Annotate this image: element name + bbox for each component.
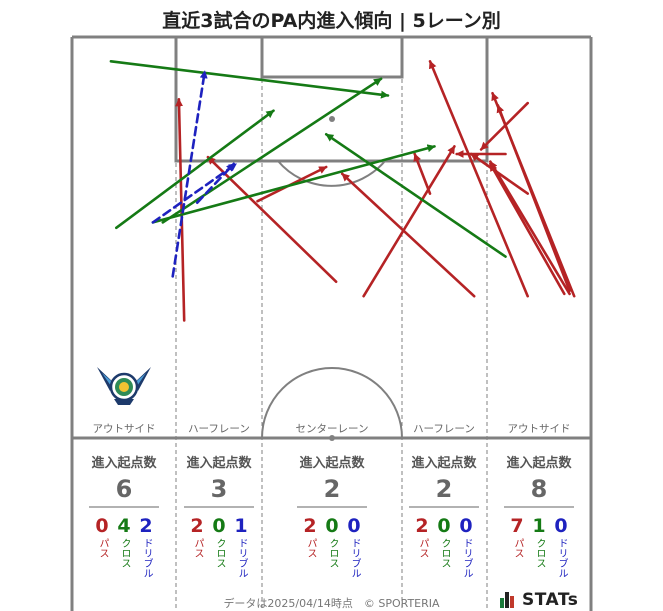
lane-stat-outside-left: 進入起点数 6 0 パス 4 クロス 2 ドリブル	[79, 452, 169, 578]
cross-count: 0	[325, 515, 339, 537]
dribble-label: ドリブル	[236, 538, 247, 578]
team-crest-icon	[97, 367, 151, 405]
pass-arrow	[428, 59, 530, 298]
entry-count: 8	[530, 475, 548, 503]
lane-dividers	[175, 37, 488, 611]
entry-breakdown: 2 パス 0 クロス 0 ドリブル	[399, 515, 489, 578]
dribble-count: 0	[347, 515, 361, 537]
pass-arrow	[479, 101, 530, 151]
cross-count: 0	[437, 515, 451, 537]
cross-label: クロス	[439, 538, 450, 568]
pass-arrow	[469, 152, 530, 195]
pitch-lines	[70, 35, 593, 611]
pass-arrow	[488, 162, 566, 296]
page-title: 直近3試合のPA内進入傾向 | 5レーン別	[162, 10, 501, 32]
dribble-label: ドリブル	[461, 538, 472, 578]
pass-arrow	[362, 145, 456, 298]
cross-arrow	[109, 59, 390, 99]
entry-count-label: 進入起点数	[506, 456, 572, 471]
dribble-label: ドリブル	[141, 538, 152, 578]
stats-logo-icon	[500, 592, 514, 608]
dribble-arrow	[171, 69, 208, 278]
cross-arrow	[324, 133, 507, 258]
dribble-label: ドリブル	[349, 538, 360, 578]
cross-label: クロス	[534, 538, 545, 568]
dribble-count: 2	[139, 515, 153, 537]
pass-count: 0	[95, 515, 109, 537]
penalty-arc	[277, 160, 386, 187]
lane-name: アウトサイド	[508, 423, 571, 435]
center-spot	[329, 435, 335, 441]
pass-arrow	[488, 160, 571, 296]
entry-breakdown: 0 パス 4 クロス 2 ドリブル	[79, 515, 169, 578]
entry-count-label: 進入起点数	[411, 456, 477, 471]
lane-stat-center: 進入起点数 2 2 パス 0 クロス 0 ドリブル	[287, 452, 377, 578]
entry-count: 6	[115, 475, 133, 503]
dribble-label: ドリブル	[556, 538, 567, 578]
dribble-count: 0	[459, 515, 473, 537]
cross-arrow	[115, 109, 275, 230]
pass-arrow	[413, 152, 432, 195]
entry-count-label: 進入起点数	[91, 456, 157, 471]
pass-arrow	[340, 172, 476, 298]
pass-label: パス	[305, 538, 316, 558]
cross-label: クロス	[214, 538, 225, 568]
entry-count-label: 進入起点数	[186, 456, 252, 471]
lane-stat-outside-right: 進入起点数 8 7 パス 1 クロス 0 ドリブル	[494, 452, 584, 578]
pass-count: 7	[510, 515, 524, 537]
footer-credit: データは2025/04/14時点 © SPORTERIA	[223, 597, 440, 610]
lane-stat-halfspace-left: 進入起点数 3 2 パス 0 クロス 1 ドリブル	[174, 452, 264, 578]
entry-breakdown: 2 パス 0 クロス 0 ドリブル	[287, 515, 377, 578]
entry-breakdown: 2 パス 0 クロス 1 ドリブル	[174, 515, 264, 578]
cross-count: 1	[532, 515, 546, 537]
entry-breakdown: 7 パス 1 クロス 0 ドリブル	[494, 515, 584, 578]
cross-label: クロス	[327, 538, 338, 568]
pass-arrow	[206, 155, 338, 284]
lane-stat-halfspace-right: 進入起点数 2 2 パス 0 クロス 0 ドリブル	[399, 452, 489, 578]
lane-name: ハーフレーン	[188, 423, 250, 435]
entry-count: 2	[323, 475, 341, 503]
penalty-spot	[329, 116, 335, 122]
brand: STATs	[500, 590, 578, 610]
pass-label: パス	[97, 538, 108, 558]
lane-name: アウトサイド	[93, 423, 156, 435]
dribble-count: 0	[554, 515, 568, 537]
goal-area	[260, 35, 404, 79]
cross-label: クロス	[119, 538, 130, 568]
pass-label: パス	[417, 538, 428, 558]
pass-count: 2	[190, 515, 204, 537]
dribble-count: 1	[234, 515, 248, 537]
center-circle	[261, 367, 403, 439]
pass-arrow	[496, 104, 571, 293]
entry-count: 3	[210, 475, 228, 503]
pass-count: 2	[303, 515, 317, 537]
penalty-area	[174, 35, 489, 163]
pass-label: パス	[512, 538, 523, 558]
cross-count: 0	[212, 515, 226, 537]
pass-label: パス	[192, 538, 203, 558]
lane-names: アウトサイド ハーフレーン センターレーン ハーフレーン アウトサイド	[93, 423, 571, 435]
dribble-arrow	[151, 162, 238, 224]
cross-arrow	[151, 144, 436, 224]
pass-count: 2	[415, 515, 429, 537]
brand-name: STATs	[522, 590, 579, 610]
entry-count-label: 進入起点数	[299, 456, 365, 471]
dribble-arrow	[195, 162, 236, 204]
entry-arrows	[109, 59, 576, 322]
entry-count: 2	[435, 475, 453, 503]
lane-name: センターレーン	[296, 423, 369, 435]
lane-name: ハーフレーン	[413, 423, 475, 435]
cross-count: 4	[117, 515, 131, 537]
cross-arrow	[161, 77, 383, 224]
